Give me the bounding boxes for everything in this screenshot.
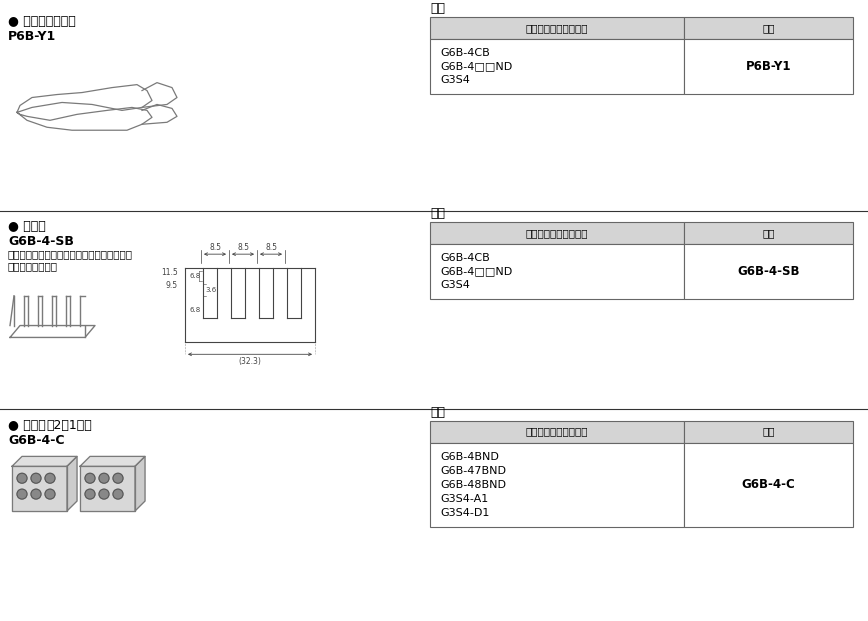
Bar xyxy=(684,420,853,443)
Circle shape xyxy=(17,473,27,483)
Text: G6B-4CB: G6B-4CB xyxy=(440,253,490,263)
Text: ● 短路棒: ● 短路棒 xyxy=(8,220,46,233)
Text: 型号: 型号 xyxy=(762,23,774,33)
Text: 6.8: 6.8 xyxy=(190,307,201,313)
Circle shape xyxy=(99,489,109,499)
Circle shape xyxy=(31,489,41,499)
Text: G6B-4-C: G6B-4-C xyxy=(741,478,795,491)
Circle shape xyxy=(17,489,27,499)
Text: G6B-4□□ND: G6B-4□□ND xyxy=(440,266,512,276)
Bar xyxy=(684,443,853,527)
Bar xyxy=(684,244,853,299)
Text: G6B-4□□ND: G6B-4□□ND xyxy=(440,61,512,71)
Bar xyxy=(684,222,853,244)
Bar xyxy=(430,39,684,94)
Text: 型号: 型号 xyxy=(762,427,774,437)
Bar xyxy=(430,443,684,527)
Text: 6.8: 6.8 xyxy=(190,273,201,279)
Text: 11.5: 11.5 xyxy=(161,268,178,278)
Text: G6B-4CB: G6B-4CB xyxy=(440,48,490,58)
Text: G3S4: G3S4 xyxy=(440,75,470,85)
Bar xyxy=(684,39,853,94)
Text: G6B-47BND: G6B-47BND xyxy=(440,466,506,476)
Polygon shape xyxy=(12,456,77,466)
Polygon shape xyxy=(135,456,145,511)
Text: G6B-48BND: G6B-48BND xyxy=(440,479,506,490)
Bar xyxy=(430,244,684,299)
Text: 子跨接接线用的。: 子跨接接线用的。 xyxy=(8,261,58,271)
Text: 种类: 种类 xyxy=(430,2,445,16)
Circle shape xyxy=(45,489,55,499)
Text: ● 端子盖: ● 端子盖 xyxy=(8,419,46,432)
Polygon shape xyxy=(67,456,77,511)
Text: （2个1组）: （2个1组） xyxy=(46,419,92,432)
Text: 适用的终端继电器型号: 适用的终端继电器型号 xyxy=(526,23,589,33)
Text: (32.3): (32.3) xyxy=(239,357,261,366)
Text: G6B-4BND: G6B-4BND xyxy=(440,451,499,461)
Circle shape xyxy=(31,473,41,483)
Circle shape xyxy=(99,473,109,483)
Text: 型号: 型号 xyxy=(762,229,774,238)
Bar xyxy=(430,420,684,443)
Polygon shape xyxy=(12,466,67,511)
Text: 8.5: 8.5 xyxy=(209,243,221,252)
Text: 8.5: 8.5 xyxy=(237,243,249,252)
Polygon shape xyxy=(80,456,145,466)
Text: （短路棒的使用目的是，线圈或接点的通用端: （短路棒的使用目的是，线圈或接点的通用端 xyxy=(8,249,133,259)
Text: 8.5: 8.5 xyxy=(265,243,277,252)
Text: G6B-4-SB: G6B-4-SB xyxy=(737,265,799,278)
Text: G3S4-A1: G3S4-A1 xyxy=(440,494,488,504)
Text: P6B-Y1: P6B-Y1 xyxy=(8,30,56,43)
Circle shape xyxy=(113,489,123,499)
Circle shape xyxy=(85,473,95,483)
Text: 适用的终端继电器型号: 适用的终端继电器型号 xyxy=(526,229,589,238)
Text: 9.5: 9.5 xyxy=(166,281,178,291)
Polygon shape xyxy=(80,466,135,511)
Text: G3S4-D1: G3S4-D1 xyxy=(440,508,490,518)
Circle shape xyxy=(45,473,55,483)
Circle shape xyxy=(113,473,123,483)
Text: ● 继电器拆卸工囷: ● 继电器拆卸工囷 xyxy=(8,16,76,28)
Text: 3.6: 3.6 xyxy=(205,287,216,293)
Bar xyxy=(684,17,853,39)
Bar xyxy=(430,222,684,244)
Circle shape xyxy=(85,489,95,499)
Text: G6B-4-C: G6B-4-C xyxy=(8,433,64,446)
Text: 种类: 种类 xyxy=(430,406,445,419)
Text: 种类: 种类 xyxy=(430,207,445,220)
Bar xyxy=(430,17,684,39)
Text: G6B-4-SB: G6B-4-SB xyxy=(8,235,74,248)
Text: 适用的终端继电器型号: 适用的终端继电器型号 xyxy=(526,427,589,437)
Text: G3S4: G3S4 xyxy=(440,280,470,290)
Text: P6B-Y1: P6B-Y1 xyxy=(746,60,791,73)
